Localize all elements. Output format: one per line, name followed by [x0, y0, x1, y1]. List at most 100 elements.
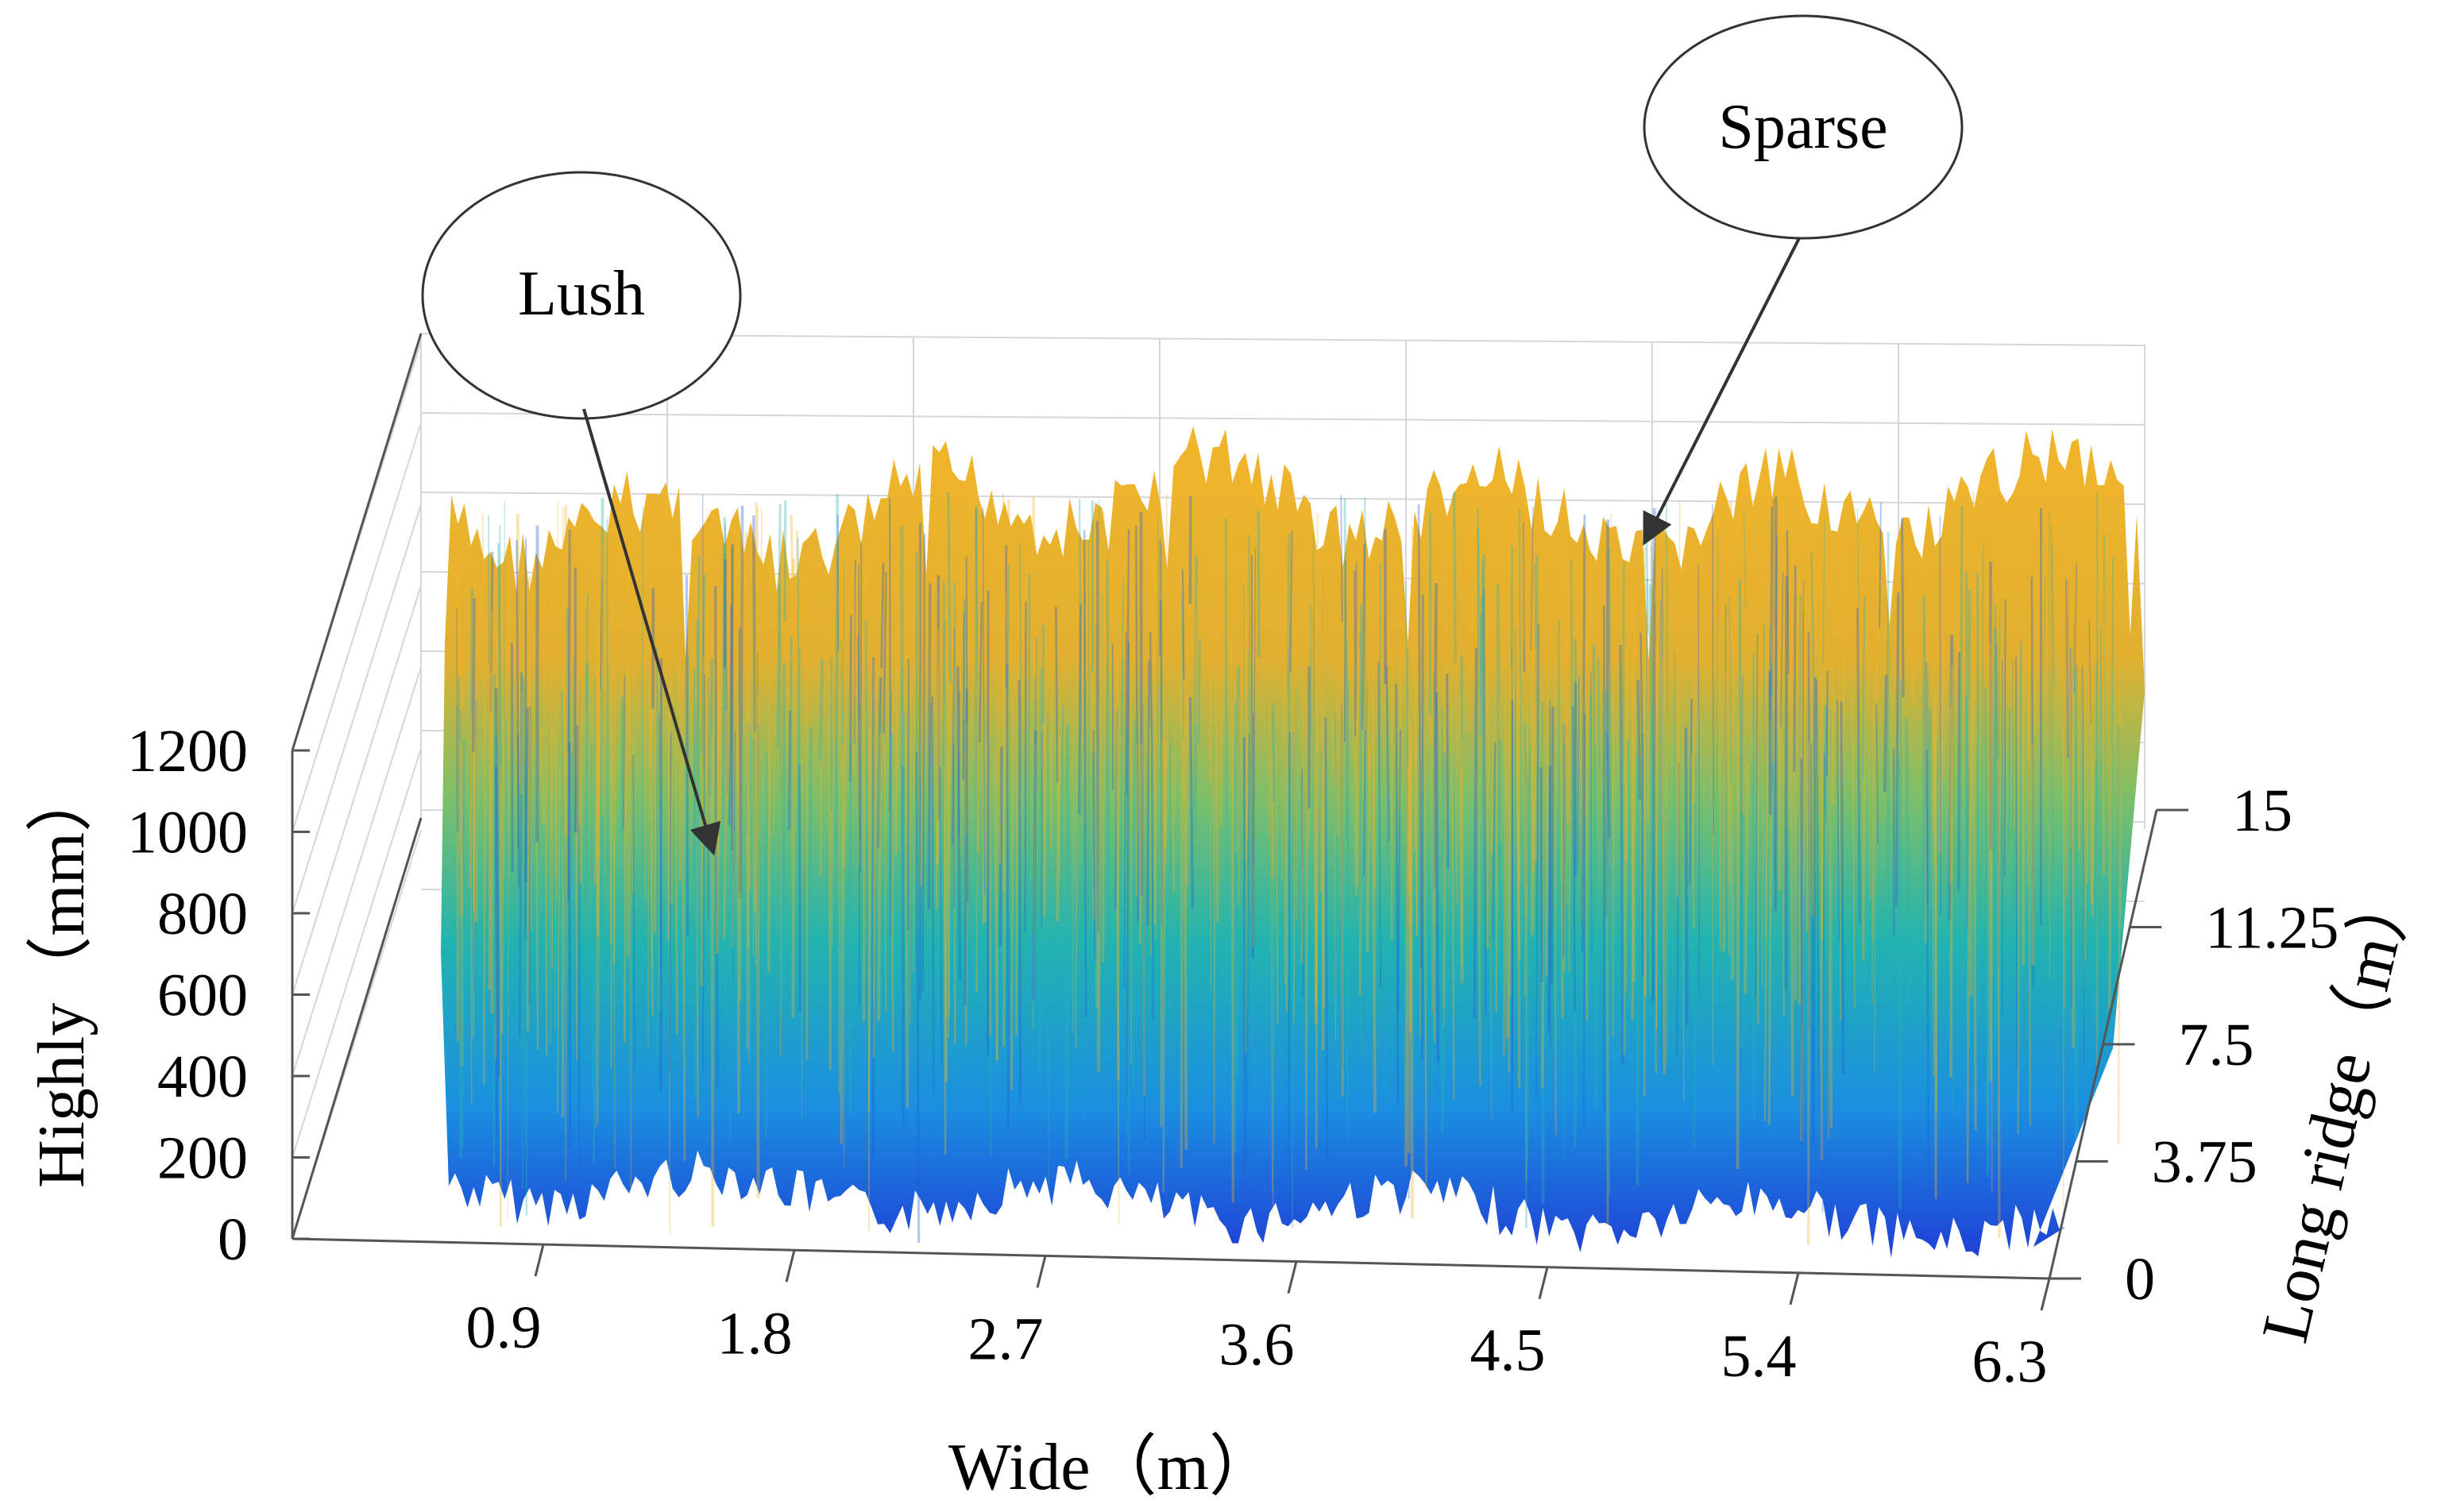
surface-texture-streak — [1431, 673, 1435, 1097]
surface-texture-streak — [1139, 511, 1143, 897]
surface-texture-streak — [524, 763, 528, 1217]
surface-texture-streak — [731, 546, 734, 980]
surface-texture-streak — [954, 693, 956, 875]
surface-texture-streak — [1761, 712, 1765, 986]
surface-texture-streak — [2043, 575, 2046, 676]
surface-texture-streak — [1431, 721, 1436, 1043]
surface-texture-streak — [2086, 636, 2090, 884]
surface-texture-streak — [1253, 548, 1256, 865]
surface-texture-streak — [1509, 527, 1512, 997]
left-grid-line — [292, 666, 422, 1077]
surface-texture-streak — [1829, 710, 1832, 955]
surface-texture-streak — [2062, 564, 2065, 1008]
surface-texture-streak — [1423, 718, 1427, 1189]
surface-texture-streak — [693, 619, 699, 1098]
z-tick-label: 1200 — [127, 718, 248, 785]
surface-texture-streak — [1180, 672, 1184, 1168]
surface-texture-streak — [958, 514, 963, 756]
y-tick-label: 3.75 — [2152, 1129, 2257, 1196]
surface-texture-streak — [782, 662, 786, 999]
surface-texture-streak — [1250, 709, 1254, 947]
surface-texture-streak — [1363, 729, 1366, 876]
surface-texture-streak — [520, 691, 523, 794]
surface-texture-streak — [1002, 593, 1007, 1047]
surface-texture-streak — [708, 658, 714, 798]
surface-texture-streak — [606, 519, 608, 892]
surface-texture-streak — [2082, 516, 2087, 720]
surface-texture-streak — [939, 766, 943, 1065]
surface-texture-streak — [1038, 669, 1043, 1072]
surface-texture-streak — [1033, 742, 1037, 1030]
surface-texture-streak — [1452, 754, 1456, 901]
surface-texture-streak — [1948, 707, 1953, 883]
surface-texture-streak — [1565, 646, 1568, 781]
surface-texture-streak — [584, 663, 589, 909]
surface-texture-streak — [2021, 554, 2026, 966]
surface-texture-streak — [659, 658, 663, 1092]
surface-texture-streak — [852, 575, 859, 698]
surface-texture-streak — [1440, 752, 1446, 1132]
x-tick-mark — [785, 1249, 796, 1282]
surface-texture-streak — [2030, 577, 2035, 989]
surface-texture-streak — [2093, 762, 2098, 1027]
surface-texture-streak — [1518, 517, 1521, 779]
surface-texture-streak — [1432, 583, 1438, 890]
surface-texture-streak — [497, 525, 501, 908]
surface-texture-streak — [1589, 694, 1593, 888]
surface-texture-streak — [618, 569, 623, 696]
surface-texture-streak — [1083, 592, 1086, 919]
surface-texture-streak — [1572, 706, 1576, 1012]
surface-texture-streak — [1736, 719, 1740, 1169]
surface-texture-streak — [1289, 530, 1293, 672]
surface-texture-streak — [696, 556, 701, 993]
surface-texture-streak — [1801, 580, 1805, 1025]
surface-texture-streak — [1655, 602, 1657, 1059]
surface-texture-streak — [1767, 697, 1773, 1126]
surface-texture-streak — [1988, 643, 1992, 1082]
surface-texture-streak — [747, 731, 751, 1063]
surface-texture-streak — [2103, 534, 2107, 918]
surface-texture-streak — [1105, 660, 1108, 945]
surface-texture-streak — [993, 746, 999, 1060]
surface-texture-streak — [726, 612, 732, 801]
surface-texture-streak — [597, 623, 601, 1124]
surface-texture-streak — [1547, 766, 1552, 1034]
surface-texture-streak — [526, 576, 531, 1032]
surface-texture-streak — [1315, 751, 1319, 895]
surface-texture-streak — [1092, 729, 1096, 962]
surface-texture-streak — [1810, 551, 1815, 680]
surface-texture-streak — [818, 659, 825, 760]
surface-texture-streak — [600, 498, 604, 1001]
surface-texture-streak — [1049, 584, 1053, 849]
surface-texture-streak — [1651, 546, 1654, 796]
surface-texture-streak — [1083, 530, 1087, 1019]
surface-texture-streak — [669, 766, 673, 904]
surface-texture-streak — [1697, 565, 1701, 995]
surface-texture-streak — [1433, 707, 1435, 927]
surface-texture-streak — [960, 699, 964, 858]
surface-texture-streak — [945, 759, 949, 1019]
surface-texture-streak — [2030, 742, 2035, 966]
surface-texture-streak — [550, 550, 554, 839]
surface-texture-streak — [2071, 621, 2075, 744]
surface-texture-streak — [1315, 735, 1319, 1149]
surface-texture-streak — [1816, 680, 1820, 1113]
surface-texture-streak — [1234, 666, 1240, 1075]
surface-texture-streak — [503, 500, 505, 983]
surface-texture-streak — [1756, 557, 1759, 1024]
surface-texture-streak — [481, 512, 485, 647]
surface-texture-streak — [1162, 746, 1166, 1193]
surface-texture-streak — [1590, 671, 1593, 958]
surface-texture-streak — [488, 671, 492, 989]
surface-texture-streak — [1489, 735, 1493, 1120]
surface-texture-streak — [2072, 571, 2076, 712]
surface-texture-streak — [1819, 680, 1824, 1160]
surface-texture-streak — [1218, 537, 1222, 827]
surface-texture-streak — [527, 705, 532, 1005]
surface-texture-streak — [807, 727, 813, 986]
surface-texture-streak — [705, 533, 709, 789]
surface-texture-streak — [1116, 719, 1120, 1224]
surface-texture-streak — [798, 764, 802, 1012]
surface-texture-streak — [1346, 642, 1349, 1140]
surface-texture-streak — [524, 708, 529, 882]
